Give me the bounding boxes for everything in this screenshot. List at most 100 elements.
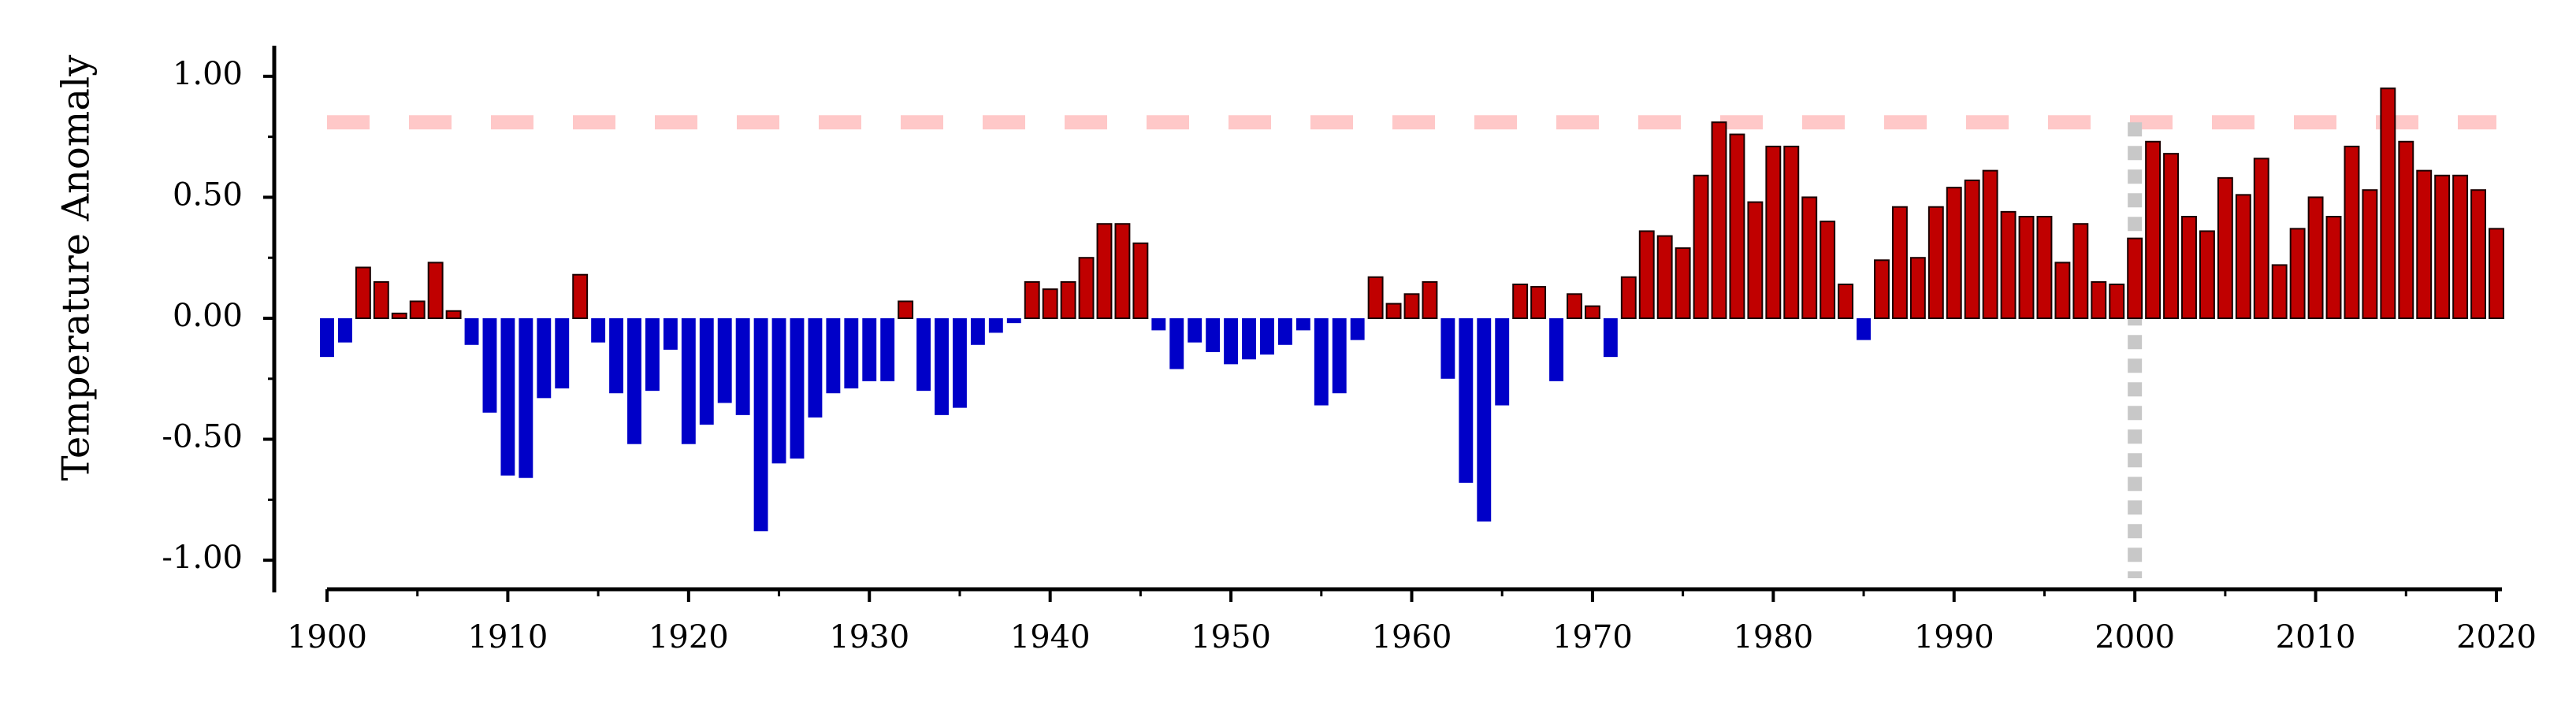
bar-2014 <box>2380 87 2396 319</box>
bar-1932 <box>898 300 914 319</box>
bar-1928 <box>826 318 841 394</box>
bar-1923 <box>735 318 750 415</box>
y-axis-label: Temperature Anomaly <box>54 55 99 481</box>
bar-1945 <box>1132 242 1149 319</box>
bar-2003 <box>2181 216 2197 319</box>
bar-2009 <box>2289 228 2306 320</box>
bar-2019 <box>2470 189 2487 319</box>
bar-1948 <box>1188 318 1203 343</box>
bar-2004 <box>2199 230 2215 319</box>
bar-2006 <box>2235 194 2251 319</box>
bar-1903 <box>373 280 389 319</box>
bar-1929 <box>844 318 859 389</box>
bar-1921 <box>699 318 714 425</box>
bar-1974 <box>1656 235 1673 320</box>
x-tick-label: 1990 <box>1914 619 1994 655</box>
x-tick-label: 2000 <box>2095 619 2175 655</box>
bar-1986 <box>1874 259 1890 319</box>
y-tick-label: -0.50 <box>162 419 243 455</box>
bar-1933 <box>916 318 931 392</box>
x-axis-ticks: 1900 1910 1920 1930 1940 1950 1960 1970 1980 1990… <box>287 589 2537 655</box>
bar-1995 <box>2036 216 2053 319</box>
bar-1927 <box>808 318 823 418</box>
bar-1952 <box>1260 318 1274 355</box>
bar-1951 <box>1242 318 1256 360</box>
x-tick-label: 2020 <box>2456 619 2537 655</box>
bar-2010 <box>2307 196 2324 319</box>
bar-1978 <box>1729 133 1745 319</box>
bar-1930 <box>862 318 877 381</box>
bar-1926 <box>790 318 805 459</box>
bar-1972 <box>1620 276 1637 319</box>
bar-2015 <box>2398 140 2414 319</box>
bar-1914 <box>572 273 589 320</box>
bar-2002 <box>2163 153 2179 319</box>
bar-1954 <box>1295 318 1310 331</box>
bar-1981 <box>1783 145 1800 319</box>
bar-2001 <box>2145 140 2162 319</box>
bar-2008 <box>2271 264 2288 319</box>
bar-1925 <box>771 318 786 464</box>
bar-2012 <box>2344 145 2360 319</box>
bar-1919 <box>663 318 678 350</box>
x-tick-label: 1960 <box>1372 619 1452 655</box>
bar-1931 <box>880 318 895 381</box>
y-axis-ticks: -1.00 -0.50 0.00 0.50 1.00 <box>162 56 274 576</box>
x-tick-label: 1980 <box>1733 619 1813 655</box>
bar-2017 <box>2434 174 2451 319</box>
bar-1900 <box>320 318 334 358</box>
bar-1990 <box>1946 187 1962 319</box>
bar-2005 <box>2217 176 2233 319</box>
x-tick-label: 1920 <box>649 619 729 655</box>
bar-1904 <box>391 312 407 320</box>
bar-1992 <box>1982 169 1998 319</box>
bar-2000 <box>2127 237 2143 319</box>
y-tick-label: 0.50 <box>173 176 243 213</box>
bar-1912 <box>537 318 552 399</box>
bars <box>320 87 2504 532</box>
bar-1949 <box>1206 318 1221 352</box>
bar-1911 <box>519 318 533 478</box>
bar-1902 <box>355 266 371 319</box>
bar-1982 <box>1801 196 1818 319</box>
x-tick-label: 1970 <box>1552 619 1633 655</box>
bar-1942 <box>1078 257 1095 320</box>
x-tick-label: 1900 <box>287 619 367 655</box>
x-tick-label: 1940 <box>1010 619 1091 655</box>
bar-1922 <box>717 318 732 403</box>
bar-1916 <box>609 318 624 394</box>
bar-1979 <box>1747 201 1764 320</box>
bar-1950 <box>1224 318 1239 365</box>
bar-1977 <box>1711 121 1727 319</box>
x-tick-label: 1910 <box>468 619 548 655</box>
bar-1976 <box>1693 174 1709 319</box>
y-tick-label: 1.00 <box>173 56 243 92</box>
bar-2018 <box>2452 174 2469 319</box>
bar-1996 <box>2054 262 2071 320</box>
bar-1987 <box>1891 206 1908 320</box>
bar-2011 <box>2325 216 2342 319</box>
bar-1962 <box>1440 318 1455 379</box>
bar-1998 <box>2091 280 2107 319</box>
bar-1936 <box>970 318 985 345</box>
y-tick-label: 0.00 <box>173 298 243 334</box>
bar-1991 <box>1964 179 1980 319</box>
bar-1973 <box>1638 230 1655 319</box>
bar-1967 <box>1530 286 1547 320</box>
bar-1943 <box>1096 223 1113 320</box>
bar-2013 <box>2362 189 2378 319</box>
reference-lines <box>327 115 2496 578</box>
bar-1934 <box>935 318 949 415</box>
bar-1956 <box>1332 318 1347 394</box>
x-tick-label: 1930 <box>829 619 909 655</box>
bar-1970 <box>1584 305 1600 319</box>
bar-1947 <box>1169 318 1184 369</box>
bar-1918 <box>645 318 660 392</box>
bar-1997 <box>2072 223 2089 320</box>
bar-1960 <box>1403 293 1420 319</box>
bar-1905 <box>409 300 426 319</box>
bar-1963 <box>1459 318 1474 483</box>
bar-1901 <box>337 318 352 343</box>
bar-1907 <box>445 310 462 319</box>
